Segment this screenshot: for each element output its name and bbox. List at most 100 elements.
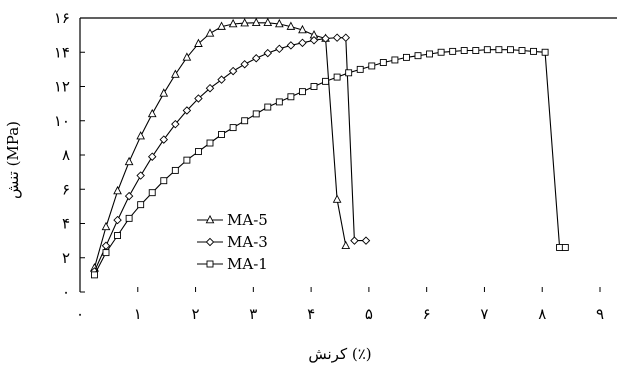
data-point-ma-1 [483, 46, 491, 54]
x-tick-label: ۲ [192, 305, 200, 323]
data-point-ma-5 [228, 18, 238, 28]
y-axis-title: تنش (MPa) [4, 121, 22, 199]
data-point-ma-3 [240, 60, 249, 69]
x-tick-label: ۵ [365, 305, 373, 323]
data-point-ma-3 [298, 38, 307, 48]
data-point-ma-5 [194, 38, 203, 47]
data-point-ma-1 [90, 271, 98, 279]
x-tick-label: ۸ [538, 305, 546, 323]
series-ma-3 [90, 33, 371, 276]
data-point-ma-1 [160, 177, 168, 185]
data-point-ma-1 [530, 47, 538, 55]
data-point-ma-5 [251, 17, 261, 27]
data-point-ma-1 [356, 65, 364, 73]
data-point-ma-5 [274, 18, 284, 28]
legend-item-ma-3: MA-3 [197, 233, 268, 251]
y-tick-label: ۱۰ [54, 112, 70, 130]
data-point-ma-1 [437, 48, 445, 56]
data-point-ma-5 [170, 69, 180, 78]
data-point-ma-3 [350, 236, 359, 245]
data-point-ma-1 [322, 77, 330, 85]
data-point-ma-3 [332, 33, 342, 42]
data-point-ma-1 [310, 83, 318, 90]
data-point-ma-5 [101, 221, 111, 231]
y-tick-label: ۰ [62, 283, 70, 301]
data-point-ma-3 [113, 215, 122, 225]
legend-marker-ma-5 [205, 214, 215, 224]
series-layer [90, 17, 569, 279]
data-point-ma-5 [124, 156, 134, 166]
series-line-ma-1 [93, 49, 566, 276]
data-point-ma-3 [194, 94, 203, 103]
y-axis: ۰ ۲ ۴ ۶ ۸ ۱۰ ۱۲ ۱۴ ۱۶ [54, 9, 85, 301]
data-point-ma-5 [159, 88, 169, 97]
x-tick-label: ۷ [480, 305, 488, 323]
data-point-ma-1 [148, 189, 156, 197]
y-tick-label: ۱۴ [54, 43, 70, 61]
legend-marker-ma-1 [206, 260, 214, 268]
y-tick-label: ۸ [62, 146, 70, 164]
data-point-ma-5 [286, 21, 296, 30]
data-point-ma-1 [541, 48, 549, 56]
data-point-ma-5 [205, 28, 215, 37]
x-axis: ۰ ۱ ۲ ۳ ۴ ۵ ۶ ۷ ۸ ۹ [76, 287, 604, 323]
y-tick-label: ۶ [62, 180, 70, 198]
data-point-ma-1 [241, 117, 249, 125]
data-point-ma-1 [264, 103, 272, 111]
data-point-ma-1 [298, 88, 306, 96]
data-point-ma-1 [194, 148, 202, 156]
data-point-ma-5 [240, 18, 250, 27]
data-point-ma-3 [217, 75, 226, 84]
y-tick-label: ۴ [62, 215, 70, 233]
data-point-ma-3 [205, 83, 215, 93]
legend-label-ma-1: MA-1 [227, 255, 268, 273]
data-point-ma-3 [275, 44, 284, 54]
data-point-ma-3 [182, 106, 192, 115]
series-line-ma-5 [93, 22, 347, 269]
legend-item-ma-5: MA-5 [197, 211, 268, 229]
legend-label-ma-3: MA-3 [227, 233, 268, 251]
series-ma-5 [90, 17, 351, 272]
x-tick-label: ۴ [307, 305, 315, 323]
legend-marker-ma-3 [205, 237, 215, 247]
legend-label-ma-5: MA-5 [227, 211, 268, 229]
data-point-ma-1 [102, 249, 110, 257]
data-point-ma-1 [495, 46, 503, 54]
y-tick-label: ۱۲ [54, 78, 70, 96]
data-point-ma-1 [449, 47, 457, 55]
x-tick-label: ۰ [76, 305, 84, 323]
data-point-ma-3 [341, 33, 351, 42]
data-point-ma-1 [414, 52, 422, 60]
data-point-ma-1 [125, 214, 133, 222]
x-tick-label: ۹ [596, 305, 604, 323]
data-point-ma-3 [124, 191, 134, 201]
data-point-ma-1 [171, 166, 179, 174]
data-point-ma-3 [251, 54, 261, 63]
data-point-ma-5 [182, 52, 192, 61]
data-point-ma-5 [113, 185, 122, 195]
data-point-ma-1 [426, 50, 434, 58]
data-point-ma-1 [561, 244, 569, 251]
data-point-ma-1 [345, 69, 353, 77]
data-point-ma-1 [556, 244, 564, 251]
data-point-ma-3 [159, 135, 169, 144]
data-point-ma-1 [460, 47, 468, 54]
data-point-ma-3 [361, 236, 371, 245]
data-point-ma-1 [206, 139, 214, 147]
data-point-ma-1 [333, 73, 341, 81]
data-point-ma-5 [136, 131, 146, 140]
data-point-ma-1 [472, 47, 480, 54]
x-tick-label: ۱ [134, 305, 142, 323]
data-point-ma-3 [136, 171, 145, 180]
data-point-ma-3 [147, 152, 157, 161]
x-axis-title: کرنش (٪) [308, 345, 371, 363]
plot-frame [79, 17, 617, 292]
legend-item-ma-1: MA-1 [197, 255, 268, 273]
data-point-ma-1 [402, 53, 410, 61]
data-point-ma-1 [518, 47, 526, 54]
x-tick-label: ۳ [249, 305, 257, 323]
data-point-ma-3 [321, 34, 330, 43]
data-point-ma-3 [228, 66, 238, 76]
data-point-ma-1 [229, 124, 237, 132]
